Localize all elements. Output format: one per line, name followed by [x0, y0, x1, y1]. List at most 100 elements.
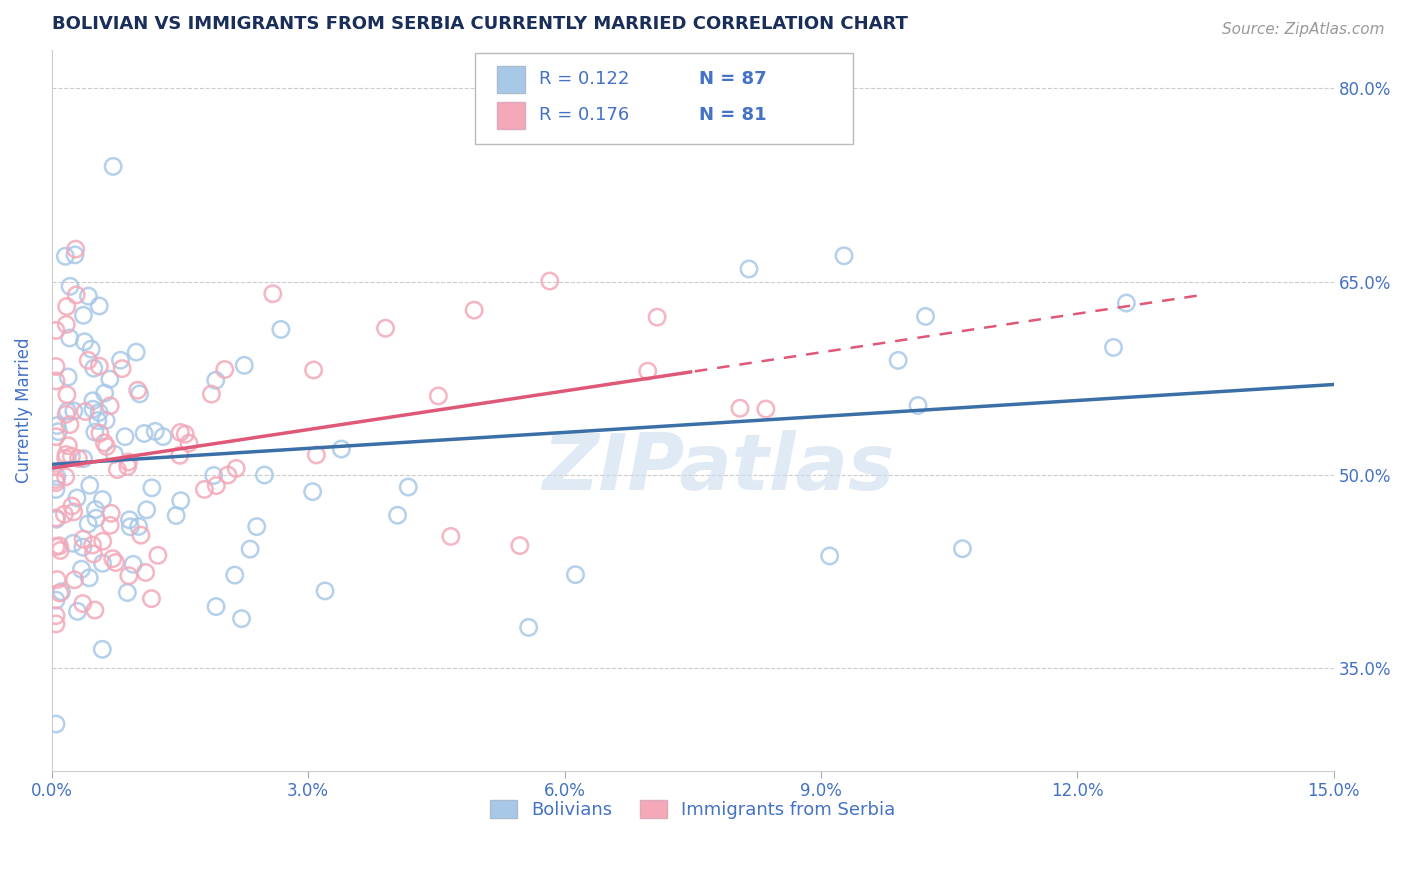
Point: [217, 468, 239, 483]
Point: [45, 475, 67, 490]
Point: [45, 717, 67, 731]
Point: [55, 451, 77, 466]
Point: [49, 543, 72, 558]
Point: [262, 286, 284, 301]
Point: [89, 299, 111, 313]
Point: [83, 603, 105, 617]
Point: [48, 539, 70, 553]
Point: [75, 404, 97, 418]
Text: N = 81: N = 81: [699, 106, 766, 124]
Point: [127, 383, 149, 397]
Point: [314, 583, 336, 598]
Point: [1115, 296, 1137, 310]
Point: [117, 455, 139, 469]
Point: [270, 322, 292, 336]
Point: [1102, 340, 1125, 354]
Point: [253, 468, 276, 483]
Point: [396, 480, 419, 494]
Point: [564, 567, 586, 582]
Point: [170, 493, 193, 508]
Point: [98, 399, 121, 413]
Point: [89, 426, 111, 441]
Point: [440, 529, 463, 543]
Point: [45, 359, 67, 374]
Point: [111, 361, 134, 376]
Point: [80, 342, 103, 356]
Text: R = 0.122: R = 0.122: [538, 70, 630, 88]
Point: [55, 318, 77, 332]
Point: [63, 573, 86, 587]
Point: [82, 393, 104, 408]
Point: [63, 404, 86, 418]
Point: [45, 608, 67, 623]
Point: [60, 450, 83, 464]
Point: [45, 430, 67, 444]
Point: [463, 303, 485, 318]
Point: [84, 511, 107, 525]
Point: [82, 402, 104, 417]
Point: [246, 519, 269, 533]
Point: [125, 345, 148, 359]
Point: [56, 388, 79, 402]
Point: [117, 585, 139, 599]
Point: [738, 262, 761, 277]
Point: [60, 499, 83, 513]
Point: [59, 279, 82, 293]
Point: [728, 401, 751, 416]
Point: [87, 413, 110, 427]
Point: [118, 568, 141, 582]
Point: [205, 478, 228, 492]
Point: [83, 425, 105, 439]
Point: [101, 551, 124, 566]
Point: [45, 469, 67, 483]
Point: [79, 478, 101, 492]
Point: [91, 642, 114, 657]
Point: [169, 448, 191, 462]
Point: [128, 519, 150, 533]
Point: [55, 300, 77, 314]
Point: [89, 359, 111, 373]
Point: [128, 387, 150, 401]
Text: Source: ZipAtlas.com: Source: ZipAtlas.com: [1222, 22, 1385, 37]
Point: [66, 604, 89, 618]
Point: [49, 586, 72, 600]
Point: [55, 470, 77, 484]
Point: [62, 505, 84, 519]
Legend: Bolivians, Immigrants from Serbia: Bolivians, Immigrants from Serbia: [482, 793, 903, 827]
Point: [818, 549, 841, 563]
Text: ZIPatlas: ZIPatlas: [543, 430, 894, 506]
Point: [91, 557, 114, 571]
Point: [110, 353, 132, 368]
Point: [105, 462, 128, 476]
Point: [301, 484, 323, 499]
Point: [46, 418, 69, 433]
Point: [91, 492, 114, 507]
Point: [122, 558, 145, 572]
Point: [93, 435, 115, 450]
Point: [302, 363, 325, 377]
Point: [387, 508, 409, 523]
Text: R = 0.176: R = 0.176: [538, 106, 628, 124]
Point: [101, 160, 124, 174]
Point: [755, 402, 778, 417]
Point: [91, 534, 114, 549]
Point: [45, 593, 67, 607]
Point: [94, 413, 117, 427]
Point: [45, 511, 67, 525]
Point: [239, 542, 262, 557]
Point: [72, 451, 94, 466]
Point: [73, 334, 96, 349]
Point: [56, 404, 79, 418]
Point: [45, 473, 67, 487]
Point: [914, 310, 936, 324]
Point: [93, 386, 115, 401]
Point: [72, 597, 94, 611]
Point: [169, 425, 191, 440]
Point: [143, 425, 166, 439]
Point: [45, 512, 67, 526]
Point: [305, 448, 328, 462]
Point: [134, 426, 156, 441]
Point: [952, 541, 974, 556]
Point: [77, 571, 100, 585]
Point: [58, 439, 80, 453]
